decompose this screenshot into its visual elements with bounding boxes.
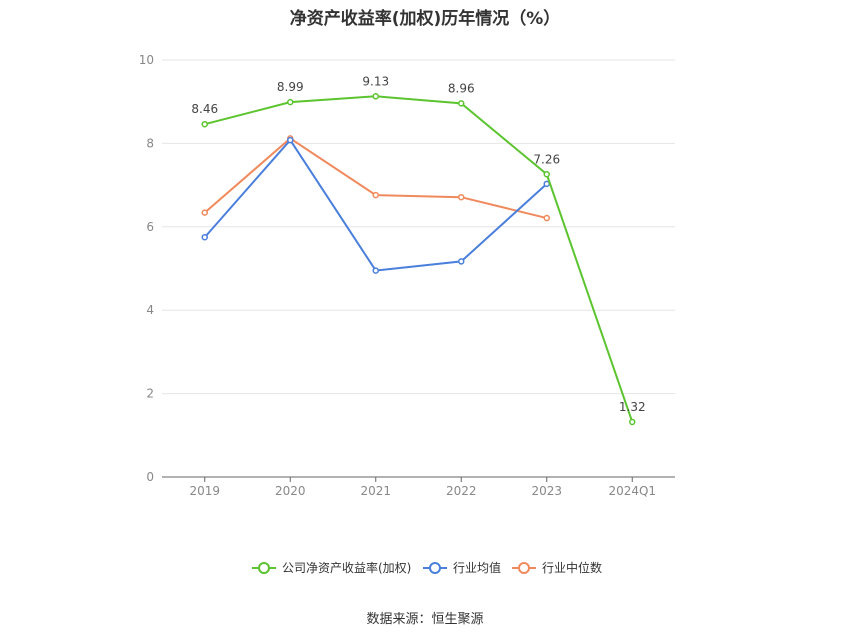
y-tick-label: 4 (146, 303, 154, 317)
data-point[interactable] (458, 258, 465, 265)
x-tick-label: 2022 (446, 484, 477, 498)
data-point[interactable] (372, 93, 379, 100)
data-point[interactable] (372, 191, 379, 199)
data-source: 数据来源：恒生聚源 (366, 612, 484, 627)
legend-label: 行业中位数 (542, 560, 602, 575)
legend-item[interactable]: 公司净资产收益率(加权) (252, 560, 411, 575)
legend-marker (429, 562, 441, 574)
x-axis: 2019 2020 2021 2022 2023 2024Q1 (162, 476, 675, 498)
data-point[interactable] (287, 136, 294, 144)
y-axis-ticks: 0 2 4 6 8 10 (139, 53, 154, 484)
data-label: 8.99 (277, 80, 304, 94)
series-group (201, 93, 636, 426)
data-point[interactable] (458, 193, 465, 201)
series-line (204, 95, 634, 423)
y-tick-label: 0 (146, 470, 154, 484)
data-point[interactable] (372, 267, 379, 274)
legend-item[interactable]: 行业中位数 (512, 560, 602, 575)
y-tick-label: 8 (146, 136, 154, 150)
legend-label: 公司净资产收益率(加权) (282, 560, 411, 575)
y-tick-label: 2 (146, 387, 154, 401)
chart-title: 净资产收益率(加权)历年情况（%） (289, 9, 561, 29)
data-label: 1.32 (619, 400, 646, 414)
data-labels: 8.46 8.99 9.13 8.96 7.26 1.32 (191, 74, 645, 414)
data-label: 7.26 (533, 152, 560, 166)
legend-marker (258, 562, 270, 574)
data-point[interactable] (201, 209, 208, 216)
data-point[interactable] (201, 120, 208, 128)
grid (162, 59, 675, 395)
legend-item[interactable]: 行业均值 (423, 560, 501, 575)
x-tick-label: 2023 (531, 484, 562, 498)
data-point[interactable] (543, 214, 550, 222)
data-point[interactable] (287, 98, 294, 106)
y-tick-label: 6 (146, 220, 154, 234)
x-tick-label: 2019 (189, 484, 220, 498)
legend-marker (518, 562, 530, 574)
data-point[interactable] (201, 233, 208, 241)
data-point[interactable] (543, 171, 550, 178)
x-tick-label: 2024Q1 (608, 484, 656, 498)
x-tick-label: 2021 (360, 484, 391, 498)
data-label: 8.46 (191, 102, 218, 116)
x-tick-label: 2020 (275, 484, 306, 498)
legend-label: 行业均值 (453, 560, 501, 575)
y-tick-label: 10 (139, 53, 154, 67)
data-point[interactable] (458, 100, 465, 107)
data-label: 8.96 (448, 81, 475, 95)
data-label: 9.13 (362, 74, 389, 88)
legend[interactable]: 公司净资产收益率(加权) 行业均值 行业中位数 (252, 560, 602, 575)
data-point[interactable] (629, 418, 636, 426)
